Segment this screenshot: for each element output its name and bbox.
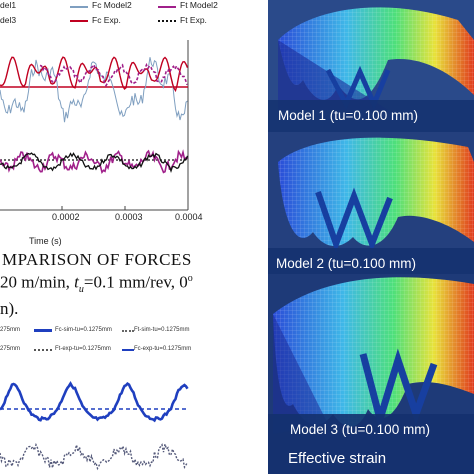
model3-label-band	[268, 414, 474, 474]
x-tick-label: 0.0003	[115, 212, 143, 222]
ft-model2-trace	[0, 149, 188, 174]
top-chart-plot	[0, 40, 189, 211]
legend-label: del1	[0, 0, 17, 10]
legend-item-fc-model2: Fc Model2	[92, 0, 132, 10]
caption-speed: 20 m/min,	[0, 272, 70, 292]
legend-line-ft-exp	[158, 20, 176, 22]
legend-label: Ft Exp.	[180, 15, 207, 25]
model1-serrations	[325, 65, 391, 111]
legend2-line-ft-sim	[122, 330, 134, 332]
legend2-line-ft-exp	[34, 349, 52, 351]
legend-line-ft-model2	[158, 6, 176, 8]
legend2-line-fc-exp	[122, 349, 134, 351]
caption-line-2: 20 m/min, tu=0.1 mm/rev, 0o	[0, 269, 268, 299]
bottom-series-group	[0, 381, 189, 471]
legend2-item-1: 275mm	[0, 327, 21, 333]
model2-chip-mesh	[268, 132, 474, 274]
x-tick-label: 0.0002	[52, 212, 80, 222]
model3-label: Model 3 (tu=0.100 mm)	[290, 422, 430, 437]
legend-item-model3: del3	[0, 15, 16, 25]
legend-item-ft-model2: Ft Model2	[180, 0, 218, 10]
legend2-item-fc-exp: Fc-exp-tu=0.1275mm	[134, 346, 192, 352]
top-force-chart: del1 Fc Model2 Ft Model2 del3 Fc Exp. Ft…	[0, 0, 268, 250]
legend-label: Ft Model2	[180, 0, 218, 10]
legend2-item-ft-sim: Ft-sim-tu=0.1275mm	[134, 327, 190, 333]
legend2-item-2: 275mm	[0, 346, 21, 352]
legend-line-fc-exp	[70, 20, 88, 22]
model3-serrations	[359, 348, 438, 432]
model1-label: Model 1 (tu=0.100 mm)	[278, 108, 418, 123]
fe-simulation-panel: Model 1 (tu=0.100 mm) Model 2 (tu=0.100 …	[268, 0, 474, 474]
legend-item-ft-exp: Ft Exp.	[180, 15, 207, 25]
legend2-item-ft-exp: Ft-exp-tu=0.1275mm	[55, 346, 111, 352]
legend-line-fc-model2	[70, 6, 88, 8]
caption-line-3: n).	[0, 299, 19, 319]
bottom-chart-plot	[0, 381, 189, 471]
ft-exp-trace	[0, 152, 189, 174]
model2-serrations	[315, 187, 393, 253]
ft-exp-trace	[0, 442, 189, 471]
model1-chip-mesh	[268, 0, 474, 132]
legend-label: Fc Model2	[92, 0, 132, 10]
legend-item-model1: del1	[0, 0, 16, 10]
bottom-force-chart: 275mm Fc-sim-tu=0.1275mm Ft-sim-tu=0.127…	[0, 322, 268, 474]
model1-label-band	[268, 100, 474, 132]
model2-label: Model 2 (tu=0.100 mm)	[276, 256, 416, 271]
x-tick-label: 0.0004	[175, 212, 203, 222]
effective-strain-label: Effective strain	[288, 450, 387, 467]
caption-t-sub: u	[78, 284, 84, 296]
caption-line-1: MPARISON OF FORCES	[2, 250, 192, 269]
top-series-group	[0, 56, 189, 174]
legend2-item-fc-sim: Fc-sim-tu=0.1275mm	[55, 327, 112, 333]
fc-model2-trace	[0, 57, 188, 123]
fc-sim-trace	[0, 381, 189, 423]
caption-t: t	[74, 272, 79, 292]
legend-label: del3	[0, 15, 17, 25]
legend-label: Fc Exp.	[92, 15, 121, 25]
model2-label-band	[268, 248, 474, 274]
figure-caption: MPARISON OF FORCES 20 m/min, tu=0.1 mm/r…	[0, 250, 268, 318]
caption-feed: =0.1 mm/rev, 0	[83, 272, 188, 292]
model3-chip-mesh	[268, 274, 474, 474]
legend2-line-fc-sim	[34, 329, 52, 332]
caption-degree: o	[187, 273, 193, 284]
model3-workpiece	[273, 314, 328, 434]
legend-item-fc-exp: Fc Exp.	[92, 15, 121, 25]
ft-model2-upper-trace	[39, 62, 188, 88]
x-axis-label: Time (s)	[29, 236, 62, 246]
model3-mesh-overlay	[273, 277, 474, 427]
